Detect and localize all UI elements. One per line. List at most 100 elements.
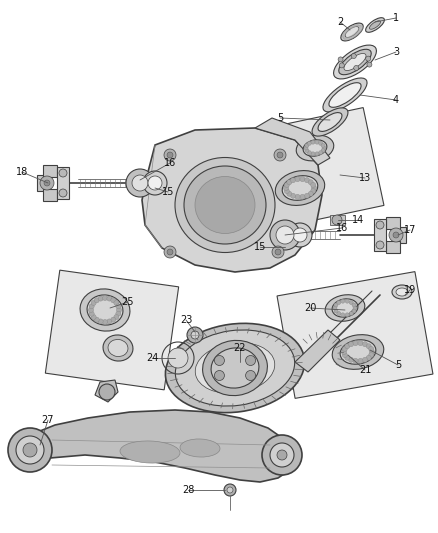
Circle shape	[300, 176, 305, 182]
Circle shape	[270, 220, 300, 250]
Polygon shape	[386, 217, 400, 229]
Circle shape	[345, 299, 349, 303]
Circle shape	[215, 356, 224, 366]
Circle shape	[99, 384, 115, 400]
Circle shape	[304, 193, 310, 198]
Circle shape	[349, 357, 353, 362]
Ellipse shape	[329, 83, 361, 107]
Text: 5: 5	[395, 360, 401, 370]
Polygon shape	[386, 241, 400, 253]
Ellipse shape	[211, 348, 259, 388]
Text: 20: 20	[304, 303, 316, 313]
Polygon shape	[236, 108, 384, 232]
Text: 22: 22	[234, 343, 246, 353]
Circle shape	[341, 299, 345, 303]
Circle shape	[148, 176, 162, 190]
Text: 13: 13	[359, 173, 371, 183]
Circle shape	[91, 314, 96, 320]
Circle shape	[102, 295, 107, 301]
Ellipse shape	[340, 340, 376, 364]
Polygon shape	[18, 410, 295, 482]
Text: 27: 27	[42, 415, 54, 425]
Circle shape	[321, 143, 325, 148]
Circle shape	[307, 141, 311, 146]
Circle shape	[363, 342, 367, 346]
Polygon shape	[393, 227, 406, 243]
Circle shape	[322, 146, 326, 150]
Ellipse shape	[344, 53, 366, 70]
Circle shape	[59, 169, 67, 177]
Circle shape	[369, 352, 374, 358]
Ellipse shape	[184, 166, 266, 244]
Circle shape	[305, 149, 309, 152]
Circle shape	[116, 304, 121, 309]
Ellipse shape	[203, 341, 268, 395]
Ellipse shape	[195, 176, 255, 233]
Ellipse shape	[325, 295, 365, 321]
Circle shape	[187, 327, 203, 343]
Text: 1: 1	[393, 13, 399, 23]
Circle shape	[94, 317, 99, 322]
Circle shape	[143, 171, 167, 195]
Circle shape	[358, 341, 363, 345]
Circle shape	[272, 246, 284, 258]
Circle shape	[304, 146, 308, 150]
Circle shape	[98, 319, 103, 324]
Circle shape	[276, 226, 294, 244]
Circle shape	[88, 308, 93, 312]
Circle shape	[369, 346, 374, 351]
Circle shape	[295, 195, 300, 199]
Circle shape	[295, 176, 300, 182]
Circle shape	[107, 296, 112, 301]
Circle shape	[341, 313, 345, 317]
Circle shape	[352, 309, 356, 313]
Ellipse shape	[282, 176, 318, 200]
Ellipse shape	[396, 288, 408, 296]
Circle shape	[366, 356, 371, 360]
Polygon shape	[142, 128, 322, 272]
Circle shape	[284, 189, 290, 193]
Circle shape	[40, 176, 54, 190]
Circle shape	[349, 301, 353, 304]
Polygon shape	[374, 219, 386, 251]
Ellipse shape	[175, 157, 275, 253]
Circle shape	[91, 301, 96, 305]
Ellipse shape	[296, 135, 334, 161]
Circle shape	[107, 319, 112, 324]
Polygon shape	[255, 118, 330, 165]
Ellipse shape	[120, 441, 180, 463]
Ellipse shape	[392, 285, 412, 299]
Circle shape	[167, 152, 173, 158]
Ellipse shape	[334, 45, 376, 79]
Circle shape	[94, 298, 99, 303]
Circle shape	[389, 228, 403, 242]
Text: 28: 28	[182, 485, 194, 495]
Circle shape	[334, 303, 338, 307]
Circle shape	[342, 350, 346, 354]
Circle shape	[376, 221, 384, 229]
Polygon shape	[46, 270, 179, 390]
Ellipse shape	[195, 343, 275, 393]
Circle shape	[300, 195, 305, 199]
Circle shape	[354, 66, 359, 70]
Text: 25: 25	[122, 297, 134, 307]
Circle shape	[89, 311, 94, 316]
Circle shape	[318, 151, 323, 155]
Circle shape	[366, 344, 371, 349]
Circle shape	[23, 443, 37, 457]
Circle shape	[333, 306, 337, 310]
Ellipse shape	[339, 49, 371, 75]
Circle shape	[164, 246, 176, 258]
Circle shape	[117, 308, 121, 312]
Circle shape	[307, 151, 311, 155]
Circle shape	[311, 189, 316, 193]
Circle shape	[376, 241, 384, 249]
Polygon shape	[295, 330, 340, 372]
Circle shape	[308, 180, 313, 185]
Circle shape	[111, 298, 116, 303]
Circle shape	[338, 57, 343, 62]
Polygon shape	[330, 215, 345, 225]
Circle shape	[262, 435, 302, 475]
Circle shape	[111, 317, 116, 322]
Circle shape	[116, 311, 121, 316]
